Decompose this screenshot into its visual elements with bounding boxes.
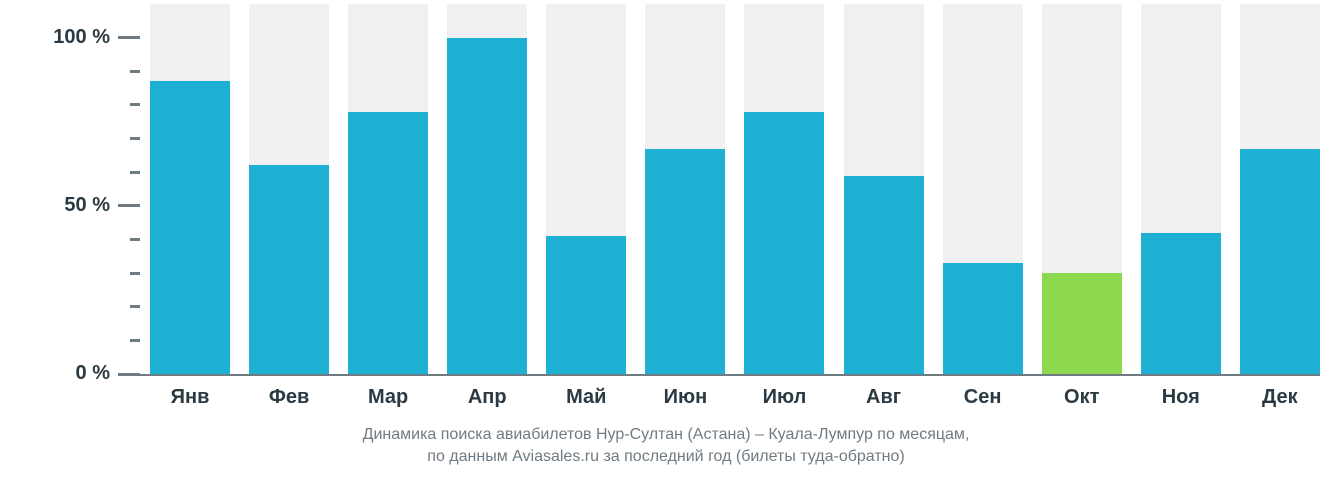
x-axis-label: Мар bbox=[348, 386, 428, 409]
y-tick-minor bbox=[130, 171, 140, 174]
bar-column bbox=[943, 4, 1023, 374]
x-axis-label: Май bbox=[546, 386, 626, 409]
y-axis-label: 50 % bbox=[64, 194, 110, 217]
bar-column bbox=[744, 4, 824, 374]
bar-column bbox=[348, 4, 428, 374]
bar-value bbox=[447, 38, 527, 374]
caption-line-2: по данным Aviasales.ru за последний год … bbox=[0, 446, 1332, 468]
bar-column bbox=[645, 4, 725, 374]
x-axis-labels: Янв Фев Мар Апр Май Июн Июл Авг Сен Окт Ноя Дек bbox=[150, 386, 1320, 409]
x-axis-label: Июл bbox=[744, 386, 824, 409]
y-tick-minor bbox=[130, 305, 140, 308]
bar-column bbox=[1042, 4, 1122, 374]
bar-column bbox=[1240, 4, 1320, 374]
y-tick-major bbox=[118, 204, 140, 207]
bar-value bbox=[546, 236, 626, 374]
bar-value bbox=[348, 112, 428, 374]
bar-column bbox=[150, 4, 230, 374]
y-tick-minor bbox=[130, 339, 140, 342]
x-axis-label: Апр bbox=[447, 386, 527, 409]
bar-column bbox=[546, 4, 626, 374]
bar-value bbox=[1240, 149, 1320, 374]
x-axis-label: Окт bbox=[1042, 386, 1122, 409]
bar-value bbox=[1141, 233, 1221, 374]
x-axis-label: Фев bbox=[249, 386, 329, 409]
y-tick-minor bbox=[130, 137, 140, 140]
y-tick-minor bbox=[130, 238, 140, 241]
bar-column bbox=[1141, 4, 1221, 374]
y-tick-major bbox=[118, 373, 140, 376]
caption-line-1: Динамика поиска авиабилетов Нур-Султан (… bbox=[0, 424, 1332, 446]
bar-column bbox=[447, 4, 527, 374]
x-axis-label: Июн bbox=[645, 386, 725, 409]
y-tick-minor bbox=[130, 103, 140, 106]
y-tick-minor bbox=[130, 272, 140, 275]
y-axis-label: 100 % bbox=[53, 26, 110, 49]
x-axis-label: Авг bbox=[844, 386, 924, 409]
x-axis-label: Янв bbox=[150, 386, 230, 409]
x-axis-label: Дек bbox=[1240, 386, 1320, 409]
bar-value bbox=[744, 112, 824, 374]
bar-value bbox=[249, 165, 329, 374]
bar-value bbox=[844, 176, 924, 374]
x-axis-line bbox=[118, 374, 1320, 376]
bar-value bbox=[150, 81, 230, 374]
bar-column bbox=[844, 4, 924, 374]
plot-area bbox=[150, 4, 1320, 374]
monthly-search-chart: Янв Фев Мар Апр Май Июн Июл Авг Сен Окт Ноя Дек 0 %… bbox=[0, 0, 1332, 502]
bar-value bbox=[943, 263, 1023, 374]
bar-value bbox=[1042, 273, 1122, 374]
y-tick-major bbox=[118, 36, 140, 39]
x-axis-label: Ноя bbox=[1141, 386, 1221, 409]
x-axis-label: Сен bbox=[943, 386, 1023, 409]
y-axis-label: 0 % bbox=[76, 362, 110, 385]
y-tick-minor bbox=[130, 70, 140, 73]
chart-caption: Динамика поиска авиабилетов Нур-Султан (… bbox=[0, 424, 1332, 469]
bar-value bbox=[645, 149, 725, 374]
bar-column bbox=[249, 4, 329, 374]
